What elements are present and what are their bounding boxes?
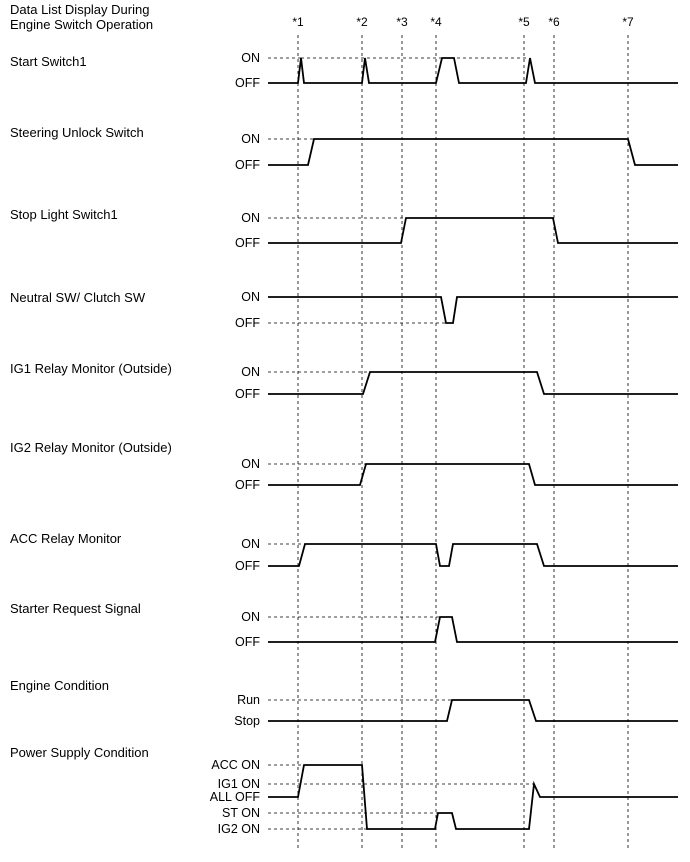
signal-starter-request-signal: Starter Request Signal ON OFF (10, 601, 678, 649)
waveform-ig2-relay-monitor-outside (268, 463, 678, 486)
waveform-neutral-sw-clutch-sw (268, 296, 678, 324)
signal-name: Starter Request Signal (10, 601, 141, 616)
marker-label-3: *3 (396, 15, 408, 29)
level-label-off: OFF (235, 559, 260, 573)
level-label-all-off: ALL OFF (210, 790, 261, 804)
level-label-acc-on: ACC ON (211, 758, 260, 772)
marker-label-1: *1 (292, 15, 304, 29)
signal-acc-relay-monitor: ACC Relay Monitor ON OFF (10, 531, 678, 573)
level-label-off: OFF (235, 76, 260, 90)
signal-start-switch1: Start Switch1 ON OFF (10, 51, 678, 90)
marker-label-2: *2 (356, 15, 368, 29)
waveform-acc-relay-monitor (268, 543, 678, 567)
level-label-ig1-on: IG1 ON (218, 777, 260, 791)
level-label-off: OFF (235, 158, 260, 172)
timing-markers: *1 *2 *3 *4 *5 *6 *7 (292, 15, 634, 848)
title-line-2: Engine Switch Operation (10, 17, 153, 32)
level-label-off: OFF (235, 478, 260, 492)
signal-name: Power Supply Condition (10, 745, 149, 760)
level-label-on: ON (241, 211, 260, 225)
signal-name: IG1 Relay Monitor (Outside) (10, 361, 172, 376)
marker-label-7: *7 (622, 15, 634, 29)
level-label-on: ON (241, 132, 260, 146)
marker-label-4: *4 (430, 15, 442, 29)
signal-steering-unlock-switch: Steering Unlock Switch ON OFF (10, 125, 678, 172)
level-label-off: OFF (235, 387, 260, 401)
signal-name: Start Switch1 (10, 54, 87, 69)
level-label-off: OFF (235, 316, 260, 330)
level-label-stop: Stop (234, 714, 260, 728)
waveform-start-switch1 (268, 57, 678, 84)
level-label-on: ON (241, 51, 260, 65)
signal-name: ACC Relay Monitor (10, 531, 122, 546)
signal-neutral-sw-clutch-sw: Neutral SW/ Clutch SW ON OFF (10, 290, 678, 330)
signal-ig2-relay-monitor-outside: IG2 Relay Monitor (Outside) ON OFF (10, 440, 678, 492)
level-label-run: Run (237, 693, 260, 707)
signal-name: Stop Light Switch1 (10, 207, 118, 222)
marker-label-5: *5 (518, 15, 530, 29)
waveform-engine-condition (268, 699, 678, 722)
level-label-ig2-on: IG2 ON (218, 822, 260, 836)
signal-stop-light-switch1: Stop Light Switch1 ON OFF (10, 207, 678, 250)
signal-name: Steering Unlock Switch (10, 125, 144, 140)
level-label-on: ON (241, 290, 260, 304)
waveform-ig1-relay-monitor-outside (268, 371, 678, 395)
level-label-off: OFF (235, 236, 260, 250)
marker-label-6: *6 (548, 15, 560, 29)
waveform-steering-unlock-switch (268, 138, 678, 166)
signal-ig1-relay-monitor-outside: IG1 Relay Monitor (Outside) ON OFF (10, 361, 678, 401)
signal-name: IG2 Relay Monitor (Outside) (10, 440, 172, 455)
waveform-stop-light-switch1 (268, 217, 678, 244)
level-label-on: ON (241, 537, 260, 551)
waveform-power-supply-condition (268, 764, 678, 830)
signal-engine-condition: Engine Condition Run Stop (10, 678, 678, 728)
level-label-on: ON (241, 457, 260, 471)
waveform-starter-request-signal (268, 616, 678, 643)
signal-name: Engine Condition (10, 678, 109, 693)
level-label-st-on: ST ON (222, 806, 260, 820)
level-label-off: OFF (235, 635, 260, 649)
level-label-on: ON (241, 365, 260, 379)
title-line-1: Data List Display During (10, 2, 149, 17)
level-label-on: ON (241, 610, 260, 624)
signal-name: Neutral SW/ Clutch SW (10, 290, 146, 305)
